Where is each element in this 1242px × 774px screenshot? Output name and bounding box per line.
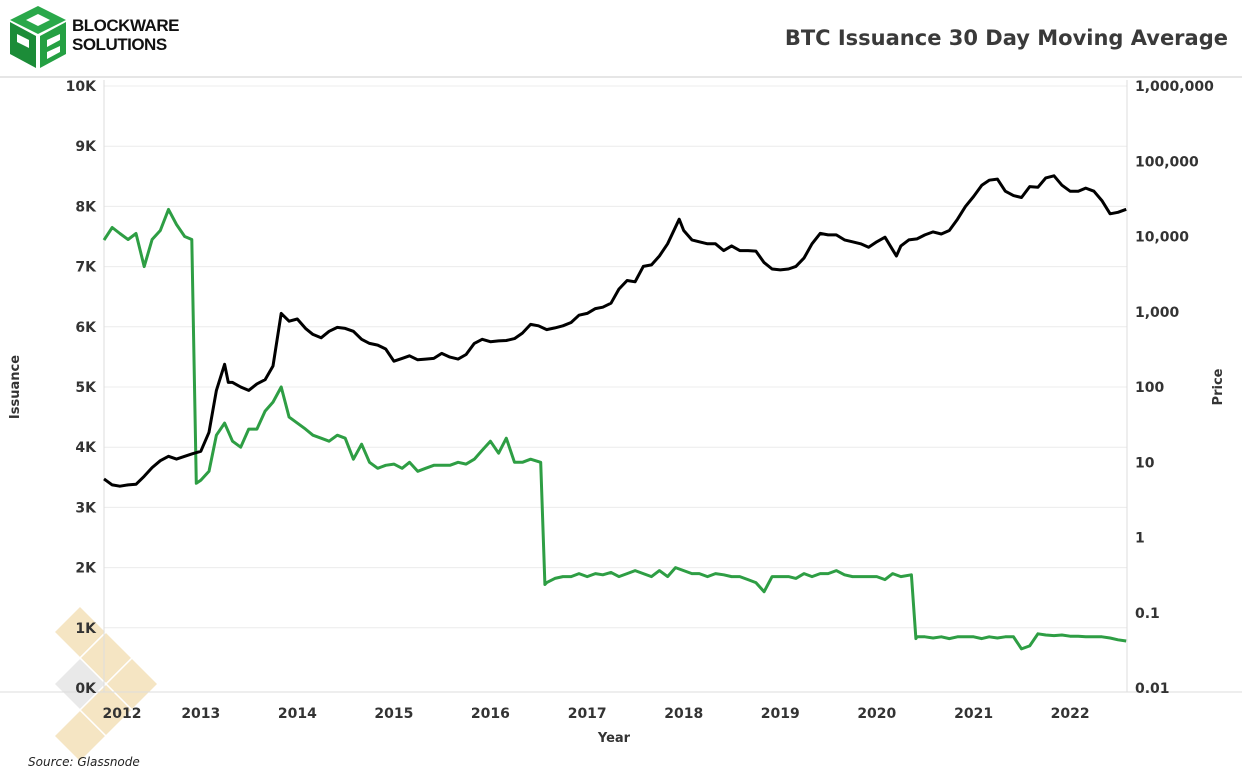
y2-tick-label: 0.1 [1135, 606, 1160, 622]
y-axis-label: Issuance [8, 355, 23, 419]
source-note: Source: Glassnode [28, 755, 140, 769]
x-tick-label: 2020 [857, 706, 896, 722]
y-tick-label: 3K [75, 500, 97, 516]
x-tick-label: 2013 [181, 706, 220, 722]
x-tick-label: 2015 [374, 706, 413, 722]
y-tick-label: 7K [75, 260, 97, 276]
x-axis-ticks: 2012 2013 2014 2015 2016 2017 2018 2019 2020 2021… [103, 706, 1090, 722]
y2-tick-label: 1,000,000 [1135, 79, 1214, 95]
logo: BLOCKWARE SOLUTIONS [10, 6, 180, 68]
y2-tick-label: 100 [1135, 380, 1164, 396]
y-tick-label: 0K [75, 681, 97, 697]
x-axis-label: Year [597, 731, 631, 746]
watermark [52, 604, 160, 764]
y-tick-label: 2K [75, 561, 97, 577]
logo-line2: SOLUTIONS [72, 35, 167, 54]
price-line [103, 174, 1127, 488]
series-lines [102, 174, 1127, 651]
y2-tick-label: 0.01 [1135, 681, 1170, 697]
logo-line1: BLOCKWARE [72, 16, 179, 35]
watermark-diamond [78, 682, 134, 738]
logo-mark [10, 6, 66, 68]
grid [104, 85, 1127, 629]
y-tick-label: 8K [75, 199, 97, 215]
x-tick-label: 2014 [278, 706, 317, 722]
y2-tick-label: 1,000 [1135, 305, 1180, 321]
y2-tick-label: 1 [1135, 531, 1145, 547]
issuance-line [102, 207, 1127, 651]
y-tick-label: 6K [75, 320, 97, 336]
x-tick-label: 2018 [664, 706, 703, 722]
y-tick-label: 1K [75, 621, 97, 637]
x-tick-label: 2017 [568, 706, 607, 722]
x-tick-label: 2019 [761, 706, 800, 722]
chart-title: BTC Issuance 30 Day Moving Average [785, 26, 1228, 50]
y2-tick-label: 10 [1135, 455, 1155, 471]
y2-axis-ticks: 0.01 0.1 1 10 100 1,000 10,000 100,000 1,000,000 [1135, 79, 1214, 697]
x-tick-label: 2022 [1051, 706, 1090, 722]
x-tick-label: 2012 [103, 706, 142, 722]
x-tick-label: 2021 [954, 706, 993, 722]
y2-tick-label: 10,000 [1135, 230, 1189, 246]
x-tick-label: 2016 [471, 706, 510, 722]
y2-tick-label: 100,000 [1135, 154, 1199, 170]
y-axis-ticks: 0K 1K 2K 3K 4K 5K 6K 7K 8K 9K 10K [66, 79, 97, 697]
y-tick-label: 4K [75, 440, 97, 456]
y2-axis-label: Price [1211, 368, 1226, 405]
y-tick-label: 9K [75, 139, 97, 155]
y-tick-label: 5K [75, 380, 97, 396]
y-tick-label: 10K [66, 79, 97, 95]
